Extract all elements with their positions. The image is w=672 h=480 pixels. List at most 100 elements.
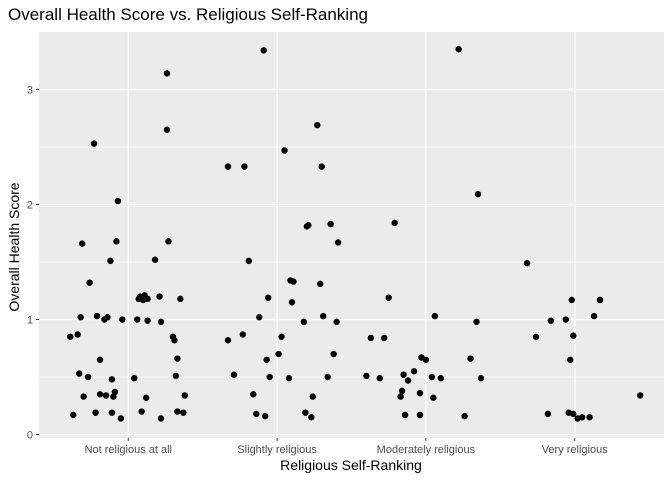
x-tick-label: Moderately religious [377,444,476,456]
data-point [157,318,165,326]
data-point [570,410,577,418]
data-point [431,312,439,320]
y-tick-label: 3 [27,85,33,97]
data-point [570,332,577,339]
data-point [567,356,574,363]
axes: 0 1 2 3 Not religious at all Slightly religio… [27,85,608,456]
data-point [108,409,116,416]
x-tick-label: Slightly religious [237,444,317,456]
data-point [108,376,116,383]
plot-panel [39,32,664,438]
data-point [404,377,412,384]
data-point [165,238,172,245]
data-point [253,410,260,418]
data-point [144,317,151,324]
data-point [532,333,540,340]
data-point [300,318,308,326]
data-point [77,314,84,321]
data-point [104,314,111,321]
data-point [385,294,392,301]
data-point [586,414,593,421]
data-point [263,356,270,363]
data-point [256,314,263,321]
grid-lines [39,32,664,438]
data-point [334,239,342,246]
data-point [266,373,273,381]
data-point [114,197,122,205]
data-point [308,414,315,421]
data-point [461,412,468,420]
data-point [416,411,424,419]
data-point [544,410,552,418]
x-tick-label: Not religious at all [85,444,172,456]
data-point [398,387,406,395]
data-point [278,333,285,340]
data-point [138,408,145,415]
data-point [260,47,267,54]
data-point [397,393,404,400]
data-point [401,411,409,419]
data-point [596,296,604,304]
data-point [156,293,163,300]
data-point [90,140,98,147]
data-point [261,412,269,420]
data-point [131,374,138,382]
data-points [67,46,644,422]
data-point [264,294,272,301]
y-tick-label: 0 [27,430,33,442]
data-point [224,163,232,170]
data-point [107,257,114,265]
data-point [391,219,398,227]
data-point [562,316,569,323]
data-point [142,394,150,401]
data-point [74,331,81,338]
data-point [117,415,125,422]
y-tick-label: 1 [27,315,33,327]
data-point [318,163,325,170]
data-point [102,392,110,399]
data-point [333,318,340,326]
data-point [174,355,181,362]
data-point [151,256,159,263]
data-point [75,370,83,377]
data-point [305,222,312,229]
data-point [309,393,317,400]
data-point [171,337,178,344]
data-point [250,391,257,398]
data-point [275,350,282,358]
data-point [590,312,598,320]
data-point [288,299,296,306]
data-point [317,280,324,288]
data-point [367,334,375,342]
data-point [111,388,119,396]
data-point [84,373,92,381]
x-axis-title: Religious Self-Ranking [280,457,422,473]
data-point [636,392,644,399]
data-point [70,411,77,419]
data-point [239,331,247,338]
data-point [302,409,309,416]
data-point [172,372,180,380]
data-point [113,238,120,245]
data-point [430,394,437,401]
y-axis-title: Overall Health Score [6,182,22,311]
data-point [78,240,86,247]
data-point [314,121,321,129]
data-point [163,126,171,133]
data-point [428,373,436,381]
y-tick-label: 2 [27,200,33,212]
data-point [96,391,104,398]
data-point [230,371,238,378]
data-point [324,373,331,381]
data-point [327,220,334,228]
data-point [320,312,327,320]
data-point [363,372,370,380]
data-point [92,409,99,416]
data-point [224,337,232,344]
data-point [157,415,165,422]
data-point [400,371,407,378]
data-point [290,278,297,285]
data-point [134,316,141,323]
data-point [177,295,184,303]
